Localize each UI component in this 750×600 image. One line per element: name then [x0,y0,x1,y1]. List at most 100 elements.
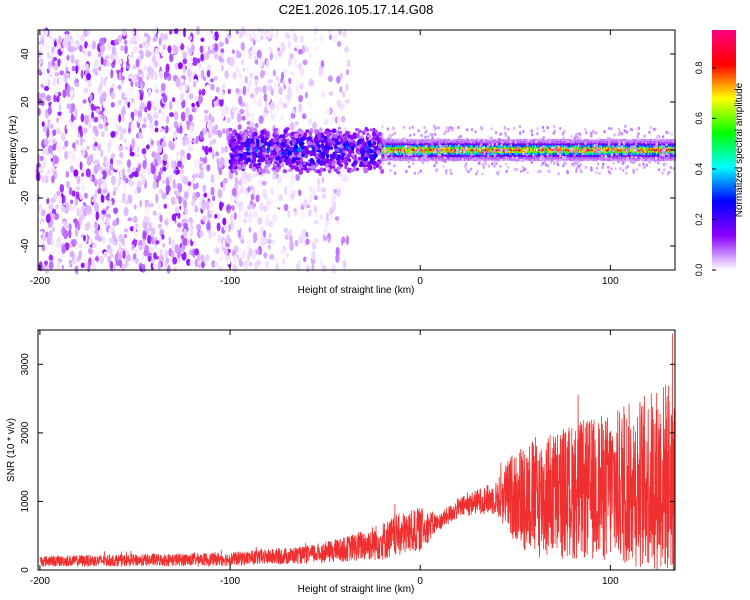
heatmap-cell [374,137,380,141]
heatmap-cell [41,175,46,183]
heatmap-cell [194,258,198,268]
heatmap-cell [80,113,85,123]
heatmap-cell [155,52,160,63]
heatmap-cell [238,95,243,106]
heatmap-cell [44,260,48,266]
heatmap-cell [334,216,339,221]
heatmap-cell [320,152,326,158]
heatmap-cell [64,140,69,148]
heatmap-cell [147,216,151,224]
heatmap-cell [231,187,237,197]
heatmap-cell [298,94,304,103]
heatmap-cell [274,258,278,263]
heatmap-cell [372,154,377,161]
heatmap-cell [51,59,56,67]
heatmap-cell [329,240,334,251]
heatmap-cell [261,180,267,186]
heatmap-cell [127,217,133,222]
heatmap-cell [112,186,119,192]
heatmap-cell [238,78,242,87]
heatmap-cell [117,34,123,43]
heatmap-cell [67,40,72,50]
heatmap-cell [275,79,279,89]
heatmap-cell [37,181,41,190]
heatmap-cell [280,42,286,53]
heatmap-cell [257,217,263,225]
heatmap-cell [175,151,180,158]
heatmap-cell [283,203,289,212]
heatmap-cell [237,72,243,79]
heatmap-cell [38,167,44,172]
heatmap-cell [247,157,251,163]
heatmap-cell [149,67,155,78]
heatmap-cell [243,141,248,145]
heatmap-cell [274,134,278,139]
heatmap-cell [95,100,101,106]
heatmap-cell [342,143,347,147]
heatmap-cell [43,140,49,146]
heatmap-cell [278,86,283,95]
heatmap-cell [376,151,381,156]
heatmap-cell [163,203,168,209]
heatmap-cell [204,114,209,123]
heatmap-cell [220,181,224,188]
heatmap-cell [79,193,83,200]
heatmap-cell [222,177,228,184]
heatmap-cell [165,257,170,264]
heatmap-cell [161,82,166,92]
heatmap-cell [235,88,240,94]
heatmap-cell [332,201,337,211]
heatmap-cell [91,187,96,195]
heatmap-cell [359,164,363,168]
heatmap-cell [124,98,129,105]
heatmap-cell [88,248,94,255]
heatmap-cell [110,91,116,100]
heatmap-cell [319,213,324,221]
heatmap-cell [317,149,322,153]
heatmap-cell [262,85,267,95]
heatmap-cell [182,64,186,74]
heatmap-cell [270,88,275,96]
heatmap-cell [257,167,262,173]
heatmap-cell [290,121,295,132]
heatmap-cell [200,53,204,62]
heatmap-cell [93,63,98,69]
heatmap-cell [69,252,74,257]
heatmap-cell [228,127,233,132]
heatmap-cell [209,140,214,146]
heatmap-cell [257,98,263,108]
heatmap-cell [331,155,336,159]
heatmap-cell [117,126,123,132]
heatmap-cell [130,122,135,133]
heatmap-cell [144,73,148,79]
heatmap-cell [58,102,62,112]
heatmap-cell [138,245,143,251]
heatmap-cell [217,129,223,138]
heatmap-cell [162,44,167,51]
heatmap-cell [98,123,104,130]
heatmap-cell [44,191,49,200]
heatmap-cell [226,205,230,212]
heatmap-cell [272,138,278,143]
heatmap-cell [143,224,148,232]
heatmap-cell [306,185,311,192]
heatmap-cell [161,192,167,200]
heatmap-cell [169,220,173,226]
heatmap-cell [161,140,167,148]
heatmap-cell [60,205,66,213]
heatmap-cell [97,188,102,195]
heatmap-cell [285,253,290,258]
heatmap-cell [301,44,306,54]
heatmap-cell [75,59,79,66]
heatmap-cell [197,160,201,166]
heatmap-cell [112,220,118,227]
heatmap-cell [66,83,70,94]
heatmap-cell [294,63,300,68]
heatmap-cell [97,85,102,94]
heatmap-cell [143,117,147,124]
heatmap-cell [97,70,102,75]
heatmap-cell [321,176,325,184]
heatmap-cell [169,100,173,111]
heatmap-cell [342,259,347,269]
heatmap-cell [169,234,174,240]
